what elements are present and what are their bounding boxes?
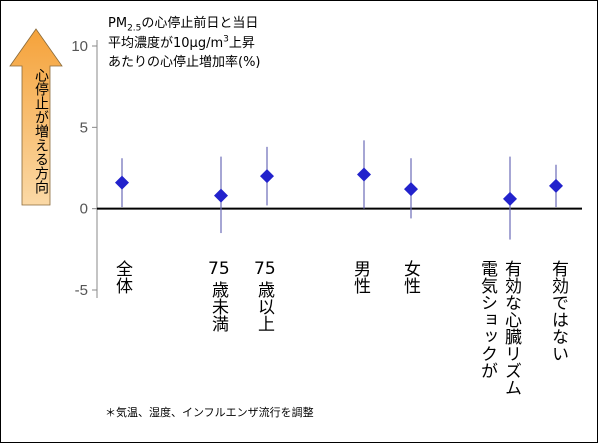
y-tick-label: 10 xyxy=(71,38,88,55)
y-tick-label: -5 xyxy=(75,282,88,299)
title-line-2-start: 平均濃度が10μg/m xyxy=(108,36,224,51)
title-unit-superscript: 3 xyxy=(223,34,229,45)
point-estimate-marker xyxy=(115,175,129,190)
point-estimate-marker xyxy=(503,191,517,206)
point-estimate-marker xyxy=(549,178,563,193)
category-label: 女性 xyxy=(400,260,420,294)
footnote: ＊気温、湿度、インフルエンザ流行を調整 xyxy=(105,406,314,419)
title-line-1-rest: の心停止前日と当日 xyxy=(141,16,259,31)
category-label: 電気ショックが xyxy=(477,260,497,379)
point-estimate-marker xyxy=(214,188,228,203)
title-line-2-rest: 上昇 xyxy=(228,36,255,51)
category-label: 75 xyxy=(254,259,276,279)
category-label: 有効な心臓リズム xyxy=(501,260,521,396)
chart-title-line-1: PM2.5の心停止前日と当日 xyxy=(108,12,258,34)
y-tick-label: 5 xyxy=(80,119,88,136)
category-label: 歳未満 xyxy=(208,281,228,332)
category-label: 男性 xyxy=(350,260,370,294)
chart-title-line-3: あたりの心停止増加率(%) xyxy=(108,55,261,70)
chart-title-line-2: 平均濃度が10μg/m3上昇 xyxy=(108,32,255,51)
point-estimate-marker xyxy=(357,167,371,182)
category-label: 75 xyxy=(208,259,230,279)
category-label: 有効ではない xyxy=(548,260,568,362)
arrow-label: 心停止が増える方向 xyxy=(33,68,49,194)
title-pm-subscript: 2.5 xyxy=(127,23,142,34)
point-estimate-marker xyxy=(260,169,274,184)
point-estimate-marker xyxy=(404,182,418,197)
title-pm: PM xyxy=(108,16,128,31)
category-label: 歳以上 xyxy=(254,281,274,332)
y-tick-label: 0 xyxy=(80,201,88,218)
category-label: 全体 xyxy=(112,260,132,294)
increase-direction-arrow xyxy=(9,28,63,206)
